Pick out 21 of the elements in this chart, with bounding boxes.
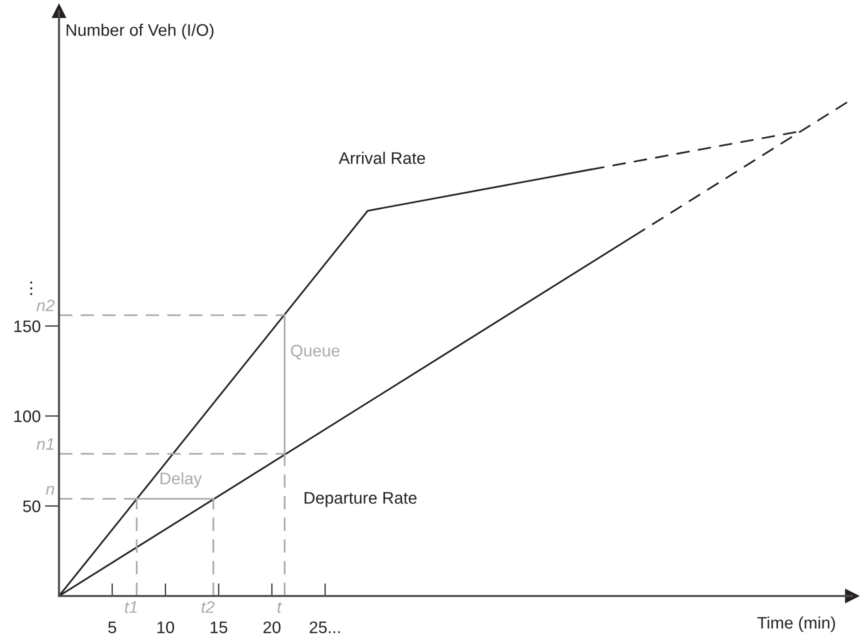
x-tick-label: 15	[210, 622, 228, 634]
x-tick-label: 20	[263, 621, 281, 634]
annotation: t2	[202, 601, 214, 613]
x-tick-label: 5	[108, 622, 116, 634]
x-tick-label: 25...	[310, 621, 340, 634]
annotation: Delay	[160, 472, 202, 488]
annotation: t	[278, 602, 282, 613]
x-tick-label: 10	[157, 621, 174, 634]
text: ⋮	[30, 281, 32, 296]
x-axis-title: Time (min)	[757, 616, 835, 632]
annotation: t1	[124, 601, 137, 613]
y-tick-label: 150	[14, 320, 40, 332]
text: Departure Rate	[304, 492, 417, 508]
y-tick-label: 100	[14, 410, 40, 422]
y-axis-title: Number of Veh (I/O)	[66, 24, 214, 40]
y-tick-label: 50	[23, 500, 40, 512]
text: Arrival Rate	[338, 152, 426, 164]
annotation: n1	[36, 438, 54, 450]
annotation: n	[46, 486, 54, 495]
annotation: Queue	[291, 344, 340, 360]
annotation: n2	[36, 300, 55, 312]
